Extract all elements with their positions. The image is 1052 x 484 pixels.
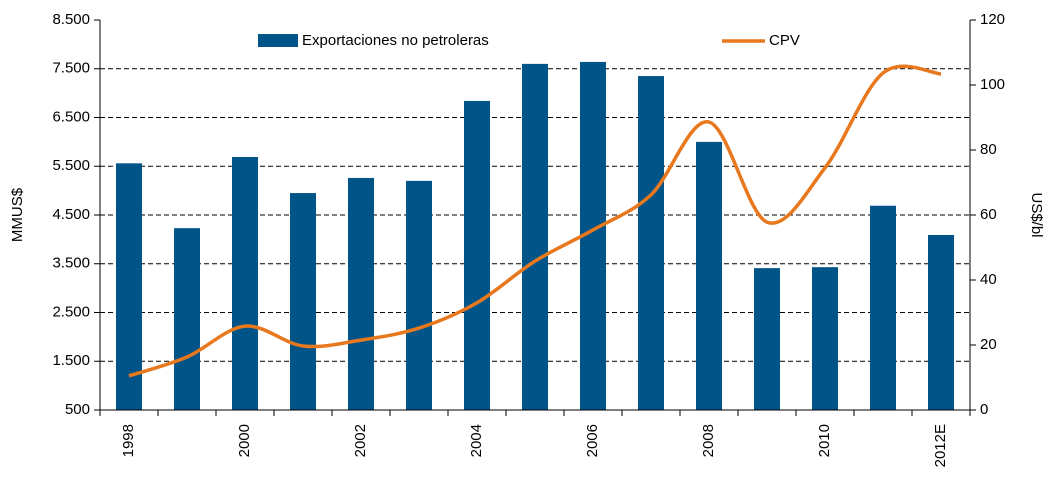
- legend-label: CPV: [769, 32, 800, 49]
- y2-axis-label: US$/bl: [1028, 192, 1045, 237]
- bar: [812, 267, 838, 410]
- y2-tick-label: 0: [980, 401, 988, 418]
- y2-tick-label: 80: [980, 141, 997, 158]
- y-tick-label: 2.500: [52, 303, 90, 320]
- x-tick-label: 2002: [352, 424, 369, 457]
- x-tick-label: 2008: [700, 424, 717, 457]
- x-tick-label: 2006: [584, 424, 601, 457]
- y-tick-label: 7.500: [52, 60, 90, 77]
- y2-tick-label: 20: [980, 336, 997, 353]
- bar: [522, 63, 548, 410]
- y-tick-label: 4.500: [52, 206, 90, 223]
- x-tick-label: 2000: [236, 424, 253, 457]
- bar: [696, 141, 722, 410]
- bar: [406, 180, 432, 410]
- y2-tick-label: 120: [980, 11, 1005, 28]
- bar: [928, 234, 954, 410]
- bar: [754, 268, 780, 410]
- x-tick-label: 2012E: [932, 424, 949, 467]
- bar: [232, 156, 258, 410]
- legend-swatch: [258, 34, 298, 47]
- y-axis-label: MMUS$: [9, 187, 26, 242]
- x-tick-label: 1998: [120, 424, 137, 457]
- bar: [348, 177, 374, 410]
- bar: [290, 193, 316, 410]
- x-tick-label: 2010: [816, 424, 833, 457]
- y2-tick-label: 40: [980, 271, 997, 288]
- bar: [464, 100, 490, 411]
- y-tick-label: 3.500: [52, 255, 90, 272]
- y-tick-label: 1.500: [52, 352, 90, 369]
- y-tick-label: 6.500: [52, 108, 90, 125]
- line: [128, 64, 942, 378]
- bar: [638, 76, 664, 410]
- bar: [870, 205, 896, 410]
- y-tick-label: 500: [65, 401, 90, 418]
- legend-label: Exportaciones no petroleras: [302, 32, 489, 49]
- y2-tick-label: 100: [980, 76, 1005, 93]
- y-tick-label: 5.500: [52, 157, 90, 174]
- bar: [116, 163, 142, 410]
- y-tick-label: 8.500: [52, 11, 90, 28]
- bar: [174, 228, 200, 410]
- x-tick-label: 2004: [468, 424, 485, 457]
- y2-tick-label: 60: [980, 206, 997, 223]
